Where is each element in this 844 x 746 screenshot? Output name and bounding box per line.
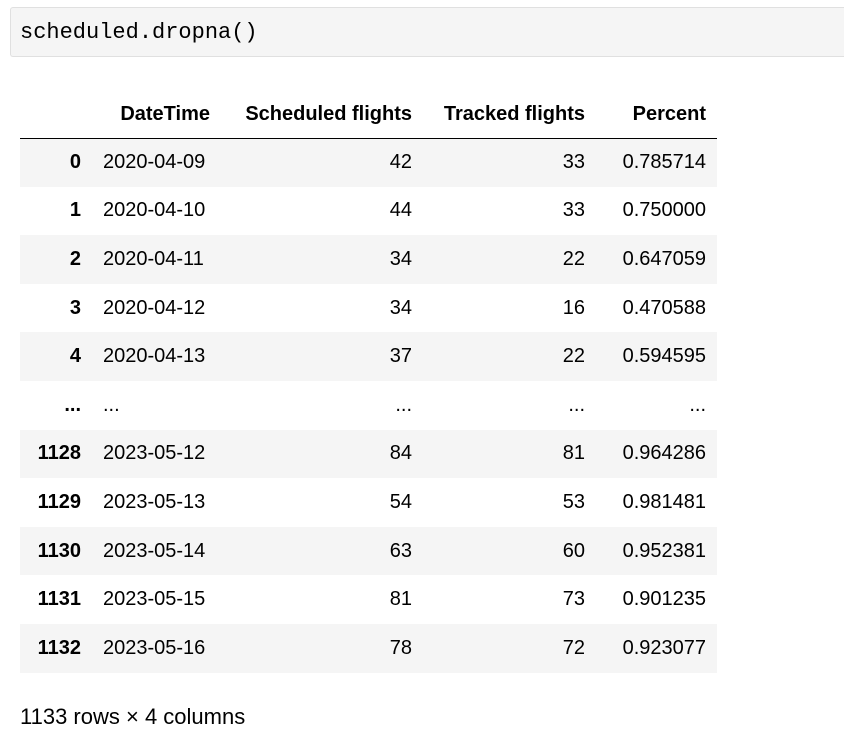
datetime-cell: ... — [103, 393, 120, 416]
tracked-flights-cell: 60 — [562, 539, 585, 562]
tracked-flights-cell: 72 — [562, 636, 585, 659]
percent-cell: 0.901235 — [622, 588, 706, 611]
scheduled-flights-cell: ... — [395, 393, 412, 416]
table-body: 0 2020-04-09 42 33 0.785714 1 2020-04-10 44 33 0.… — [20, 138, 717, 673]
code-cell-input[interactable]: scheduled.dropna() — [10, 7, 844, 57]
datetime-cell: 2023-05-15 — [103, 588, 206, 611]
datetime-cell: 2023-05-12 — [103, 442, 206, 465]
table-row: ............... — [20, 380, 717, 430]
index-column-header — [20, 91, 92, 139]
column-header-scheduled-flights: Scheduled flights — [221, 91, 423, 139]
column-header-tracked-flights: Tracked flights — [423, 91, 596, 139]
cell-output: DateTime Scheduled flights Tracked fligh… — [20, 91, 717, 673]
row-index: 0 — [69, 151, 81, 174]
dataframe-shape-summary: 1133 rows × 4 columns — [20, 704, 246, 729]
scheduled-flights-cell: 54 — [389, 490, 412, 513]
datetime-cell: 2020-04-12 — [103, 296, 206, 319]
scheduled-flights-cell: 42 — [389, 151, 412, 174]
scheduled-flights-cell: 84 — [389, 442, 412, 465]
tracked-flights-cell: 22 — [562, 247, 585, 270]
tracked-flights-cell: 22 — [562, 345, 585, 368]
datetime-cell: 2023-05-16 — [103, 636, 206, 659]
table-row: 1 2020-04-10 44 33 0.750000 — [20, 186, 717, 236]
table-row: 1130 2023-05-14 63 60 0.952381 — [20, 526, 717, 576]
table-row: 1132 2023-05-16 78 72 0.923077 — [20, 623, 717, 673]
datetime-cell: 2020-04-10 — [103, 199, 206, 222]
percent-cell: 0.964286 — [622, 442, 706, 465]
tracked-flights-cell: 16 — [562, 296, 585, 319]
row-index: 1128 — [37, 442, 81, 465]
percent-cell: 0.750000 — [622, 199, 706, 222]
row-index: 1131 — [37, 588, 81, 611]
scheduled-flights-cell: 78 — [389, 636, 412, 659]
dataframe-table: DateTime Scheduled flights Tracked fligh… — [20, 91, 717, 673]
row-index: 1130 — [37, 539, 81, 562]
column-header-percent: Percent — [596, 91, 717, 139]
tracked-flights-cell: 53 — [562, 490, 585, 513]
percent-cell: 0.785714 — [622, 151, 706, 174]
table-row: 1128 2023-05-12 84 81 0.964286 — [20, 429, 717, 479]
table-header-row: DateTime Scheduled flights Tracked fligh… — [20, 91, 717, 139]
table-row: 1131 2023-05-15 81 73 0.901235 — [20, 575, 717, 624]
scheduled-flights-cell: 81 — [389, 588, 412, 611]
row-index: ... — [64, 393, 81, 416]
percent-cell: 0.981481 — [622, 490, 706, 513]
table-row: 1129 2023-05-13 54 53 0.981481 — [20, 478, 717, 527]
percent-cell: 0.470588 — [622, 296, 706, 319]
row-index: 3 — [69, 296, 81, 319]
row-index: 2 — [69, 247, 81, 270]
tracked-flights-cell: 81 — [562, 442, 585, 465]
percent-cell: 0.647059 — [622, 247, 706, 270]
table-row: 4 2020-04-13 37 22 0.594595 — [20, 332, 717, 381]
datetime-cell: 2020-04-13 — [103, 345, 206, 368]
percent-cell: ... — [689, 393, 706, 416]
percent-cell: 0.923077 — [622, 636, 706, 659]
row-index: 4 — [69, 345, 81, 368]
row-index: 1129 — [37, 490, 81, 513]
tracked-flights-cell: ... — [568, 393, 585, 416]
scheduled-flights-cell: 37 — [389, 345, 412, 368]
tracked-flights-cell: 73 — [562, 588, 585, 611]
code-cell-source: scheduled.dropna() — [20, 20, 258, 45]
scheduled-flights-cell: 63 — [389, 539, 412, 562]
datetime-cell: 2023-05-13 — [103, 490, 206, 513]
tracked-flights-cell: 33 — [562, 199, 585, 222]
scheduled-flights-cell: 44 — [389, 199, 412, 222]
datetime-cell: 2023-05-14 — [103, 539, 206, 562]
datetime-cell: 2020-04-11 — [103, 247, 204, 270]
tracked-flights-cell: 33 — [562, 151, 585, 174]
row-index: 1132 — [37, 636, 81, 659]
column-header-datetime: DateTime — [92, 91, 221, 139]
table-row: 2 2020-04-11 34 22 0.647059 — [20, 235, 717, 284]
table-row: 3 2020-04-12 34 16 0.470588 — [20, 283, 717, 333]
scheduled-flights-cell: 34 — [389, 247, 412, 270]
datetime-cell: 2020-04-09 — [103, 151, 206, 174]
table-row: 0 2020-04-09 42 33 0.785714 — [20, 138, 717, 187]
scheduled-flights-cell: 34 — [389, 296, 412, 319]
percent-cell: 0.594595 — [622, 345, 706, 368]
percent-cell: 0.952381 — [622, 539, 706, 562]
row-index: 1 — [69, 199, 81, 222]
